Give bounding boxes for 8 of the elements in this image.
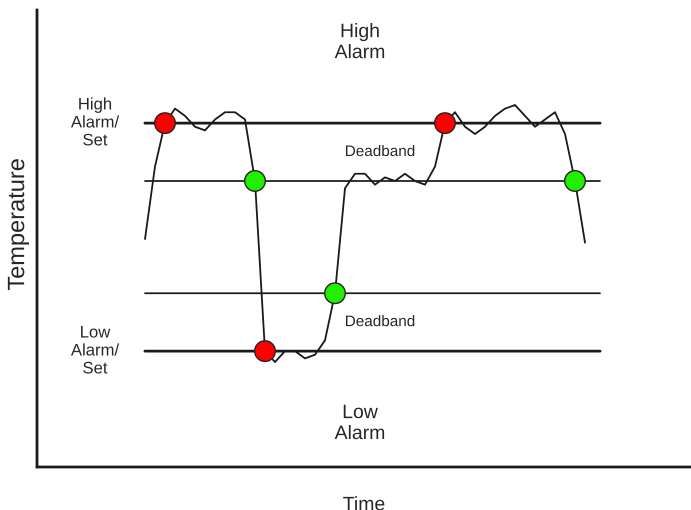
x-axis-title: Time (343, 496, 384, 510)
text: High Alarm (334, 23, 384, 58)
ref-line-label: Low Alarm/ Set (70, 326, 120, 374)
ref-line-label: High Alarm/ Set (70, 97, 120, 146)
y-axis-title: Temperature (8, 159, 30, 290)
annotation: Deadband (346, 315, 414, 326)
annotation: Deadband (346, 144, 414, 156)
annotation: Low Alarm (334, 404, 384, 440)
